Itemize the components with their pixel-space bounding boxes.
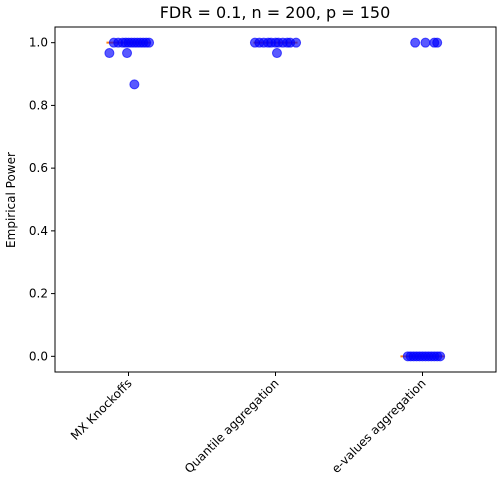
y-tick-label: 0.4 <box>29 224 48 238</box>
x-tick-label: MX Knockoffs <box>68 376 135 443</box>
x-tick-label: e-values aggregation <box>329 376 429 476</box>
data-point <box>432 37 443 48</box>
plot-area <box>104 37 446 362</box>
data-point <box>122 48 133 59</box>
x-tick-label: Quantile aggregation <box>182 376 282 476</box>
data-point <box>144 37 155 48</box>
chart-title: FDR = 0.1, n = 200, p = 150 <box>160 3 391 22</box>
data-point <box>129 79 140 90</box>
data-point <box>410 37 421 48</box>
data-point <box>291 37 302 48</box>
y-tick-label: 0.8 <box>29 98 48 112</box>
plot-frame <box>54 26 497 373</box>
y-axis-label: Empirical Power <box>4 152 18 248</box>
y-tick-label: 0.0 <box>29 349 48 363</box>
data-point <box>104 48 115 59</box>
y-tick-label: 1.0 <box>29 36 48 50</box>
y-tick-label: 0.2 <box>29 287 48 301</box>
data-point <box>420 37 431 48</box>
data-point <box>271 48 282 59</box>
y-tick-label: 0.6 <box>29 161 48 175</box>
data-point <box>435 351 446 362</box>
